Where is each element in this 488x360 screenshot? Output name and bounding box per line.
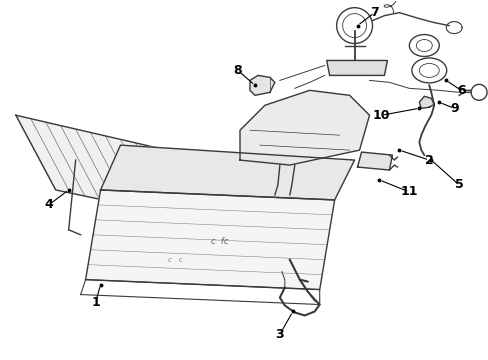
Text: 2: 2 <box>424 154 433 167</box>
Text: 9: 9 <box>449 102 458 115</box>
Text: c  fc: c fc <box>211 237 228 246</box>
Polygon shape <box>16 115 244 230</box>
Polygon shape <box>101 145 354 200</box>
Text: 1: 1 <box>91 296 100 309</box>
Text: 4: 4 <box>44 198 53 211</box>
Text: c   c: c c <box>168 257 182 263</box>
Polygon shape <box>326 60 386 75</box>
Polygon shape <box>419 96 433 108</box>
Polygon shape <box>249 75 274 95</box>
Polygon shape <box>85 190 334 289</box>
Text: 3: 3 <box>275 328 284 341</box>
Text: 7: 7 <box>369 6 378 19</box>
Text: 10: 10 <box>372 109 389 122</box>
Polygon shape <box>357 152 392 170</box>
Text: 6: 6 <box>456 84 465 97</box>
Text: 11: 11 <box>400 185 417 198</box>
Text: 8: 8 <box>233 64 242 77</box>
Text: 5: 5 <box>454 179 463 192</box>
Polygon shape <box>240 90 369 165</box>
